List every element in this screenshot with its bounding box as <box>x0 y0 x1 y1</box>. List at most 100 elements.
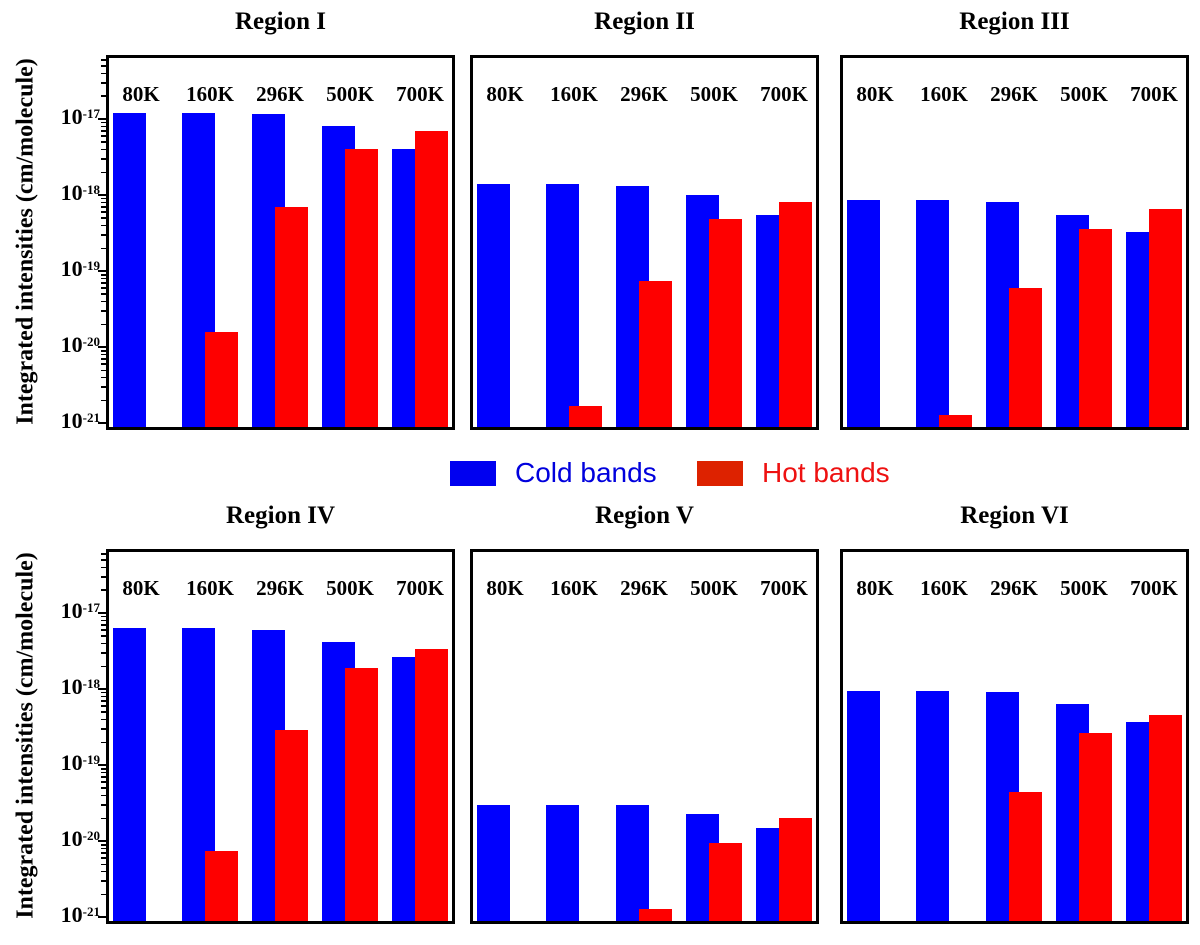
temp-label: 296K <box>990 576 1038 600</box>
hot-bar <box>345 149 378 427</box>
y-minor-tick <box>101 217 106 219</box>
temp-label: 700K <box>760 576 808 600</box>
hot-bar <box>779 202 812 427</box>
y-major-tick <box>98 117 106 120</box>
y-minor-tick <box>101 847 106 850</box>
y-minor-tick <box>101 376 106 379</box>
y-minor-tick <box>101 695 106 698</box>
y-minor-tick <box>101 787 106 789</box>
y-minor-tick <box>101 386 106 388</box>
temp-label: 160K <box>186 576 234 600</box>
y-minor-tick <box>101 369 106 372</box>
y-minor-tick <box>101 711 106 713</box>
y-minor-tick <box>101 158 106 160</box>
y-minor-tick <box>101 553 106 555</box>
ytick-label: 10-17 <box>60 103 100 129</box>
y-minor-tick <box>101 576 106 578</box>
y-major-tick <box>98 916 106 919</box>
y-minor-tick <box>101 559 106 561</box>
hot-bar <box>415 648 448 921</box>
y-axis-label-row2: Integrated intensities (cm/molecule) <box>12 552 39 919</box>
hot-bar <box>779 818 812 921</box>
y-minor-tick <box>101 293 106 295</box>
hot-bar <box>639 280 672 427</box>
y-minor-tick <box>101 781 106 783</box>
y-minor-tick <box>101 353 106 356</box>
y-minor-tick <box>101 741 106 744</box>
temp-label: 80K <box>486 82 524 106</box>
y-minor-tick <box>101 635 106 637</box>
temp-label: 160K <box>550 576 598 600</box>
y-minor-tick <box>101 201 106 204</box>
cold-bands-legend-label: Cold bands <box>515 457 657 488</box>
y-minor-tick <box>101 804 106 806</box>
panel-frame: 80K 160K 296K 500K 700K <box>470 549 819 924</box>
cold-bar <box>546 183 579 427</box>
y-minor-tick <box>101 224 106 227</box>
hot-bar <box>275 729 308 921</box>
y-minor-tick <box>101 148 106 151</box>
temp-label: 160K <box>920 576 968 600</box>
ytick-label: 10-19 <box>60 750 100 776</box>
y-minor-tick <box>101 363 106 365</box>
cold-bar <box>916 690 949 921</box>
temp-label: 296K <box>256 576 304 600</box>
hot-bar <box>639 908 672 921</box>
hot-bar <box>275 206 308 427</box>
y-minor-tick <box>101 323 106 326</box>
y-major-tick <box>98 840 106 843</box>
hot-bar <box>1149 715 1182 921</box>
cold-bar <box>477 804 510 921</box>
y-minor-tick <box>101 629 106 631</box>
cold-bar <box>477 183 510 427</box>
hot-bar <box>1079 733 1112 921</box>
y-minor-tick <box>101 399 106 402</box>
y-minor-tick <box>101 125 106 128</box>
legend: Cold bands Hot bands <box>0 456 1200 492</box>
ytick-label: 10-18 <box>60 673 100 699</box>
panel-title: Region III <box>959 8 1070 35</box>
y-minor-tick <box>101 768 106 770</box>
hot-bar <box>1149 208 1182 427</box>
y-minor-tick <box>101 72 106 75</box>
y-minor-tick <box>101 350 106 352</box>
y-minor-tick <box>101 141 106 143</box>
temp-label: 500K <box>690 82 738 106</box>
temp-label: 80K <box>122 576 160 600</box>
ytick-label: 10-19 <box>60 256 100 282</box>
y-minor-tick <box>101 665 106 668</box>
temp-label: 500K <box>690 576 738 600</box>
y-minor-tick <box>101 893 106 896</box>
y-minor-tick <box>101 728 106 730</box>
temp-label: 80K <box>122 82 160 106</box>
y-minor-tick <box>101 82 106 84</box>
y-minor-tick <box>101 718 106 721</box>
ytick-label: 10-20 <box>60 332 100 358</box>
ytick-label: 10-17 <box>60 597 100 623</box>
panel-frame: 80K 160K 296K 500K 700K <box>470 55 819 430</box>
y-minor-tick <box>101 59 106 61</box>
hot-bar <box>1009 287 1042 427</box>
panel-title: Region VI <box>960 502 1069 529</box>
hot-bands-legend-label: Hot bands <box>762 457 890 488</box>
ytick-label: 10-21 <box>60 902 100 928</box>
temp-label: 160K <box>186 82 234 106</box>
panel-title: Region V <box>595 502 694 529</box>
hot-bar <box>415 130 448 427</box>
ytick-label: 10-20 <box>60 826 100 852</box>
hot-bar <box>205 331 238 427</box>
cold-bands-swatch-icon <box>450 461 496 486</box>
y-minor-tick <box>101 234 106 236</box>
y-minor-tick <box>101 95 106 97</box>
temp-label: 80K <box>856 82 894 106</box>
y-minor-tick <box>101 211 106 213</box>
y-minor-tick <box>101 619 106 622</box>
y-minor-tick <box>101 282 106 284</box>
y-axis-label-row1: Integrated intensities (cm/molecule) <box>12 58 39 425</box>
y-minor-tick <box>101 691 106 694</box>
cold-bar <box>616 804 649 921</box>
panel-title: Region II <box>594 8 695 35</box>
panel-frame: 80K 160K 296K 500K 700K <box>840 549 1189 924</box>
y-minor-tick <box>101 171 106 174</box>
y-minor-tick <box>101 300 106 303</box>
